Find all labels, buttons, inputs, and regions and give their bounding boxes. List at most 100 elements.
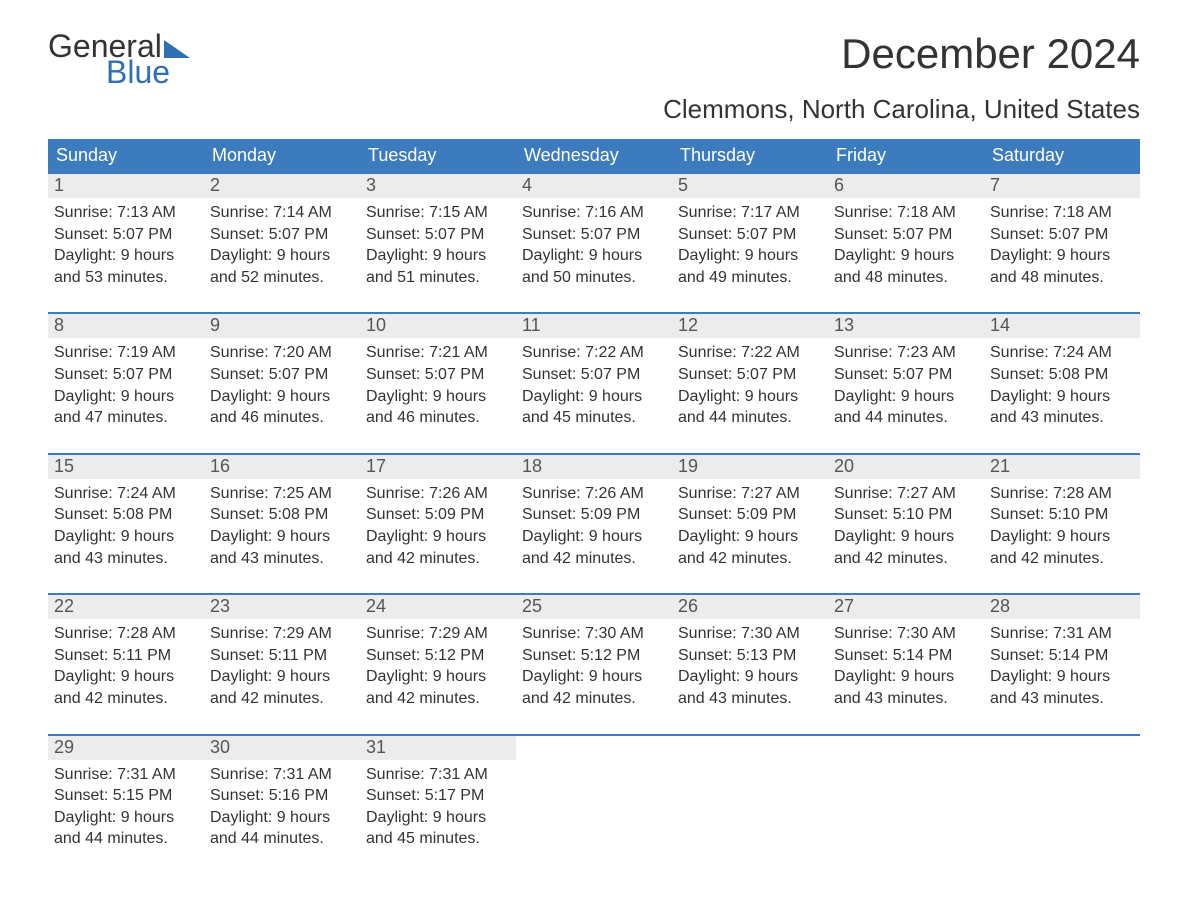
empty-cell	[984, 736, 1140, 850]
day-number: 31	[360, 736, 516, 760]
sunset-line: Sunset: 5:10 PM	[834, 504, 978, 526]
month-title: December 2024	[841, 30, 1140, 78]
day-number: 6	[828, 174, 984, 198]
sunrise-line: Sunrise: 7:19 AM	[54, 342, 198, 364]
sunrise-line: Sunrise: 7:27 AM	[678, 483, 822, 505]
day-body: Sunrise: 7:29 AMSunset: 5:11 PMDaylight:…	[204, 619, 360, 709]
day-cell: 25Sunrise: 7:30 AMSunset: 5:12 PMDayligh…	[516, 595, 672, 709]
sunset-line: Sunset: 5:07 PM	[366, 364, 510, 386]
day-cell: 1Sunrise: 7:13 AMSunset: 5:07 PMDaylight…	[48, 174, 204, 288]
day-cell: 28Sunrise: 7:31 AMSunset: 5:14 PMDayligh…	[984, 595, 1140, 709]
sunset-line: Sunset: 5:12 PM	[366, 645, 510, 667]
sunrise-line: Sunrise: 7:30 AM	[834, 623, 978, 645]
sunrise-line: Sunrise: 7:30 AM	[522, 623, 666, 645]
day-cell: 26Sunrise: 7:30 AMSunset: 5:13 PMDayligh…	[672, 595, 828, 709]
day-cell: 17Sunrise: 7:26 AMSunset: 5:09 PMDayligh…	[360, 455, 516, 569]
sunrise-line: Sunrise: 7:28 AM	[54, 623, 198, 645]
sunrise-line: Sunrise: 7:18 AM	[834, 202, 978, 224]
daylight-line: Daylight: 9 hours and 42 minutes.	[522, 666, 666, 709]
day-cell: 13Sunrise: 7:23 AMSunset: 5:07 PMDayligh…	[828, 314, 984, 428]
day-body: Sunrise: 7:19 AMSunset: 5:07 PMDaylight:…	[48, 338, 204, 428]
sunset-line: Sunset: 5:11 PM	[210, 645, 354, 667]
daylight-line: Daylight: 9 hours and 53 minutes.	[54, 245, 198, 288]
dayheader-cell: Monday	[204, 139, 360, 172]
sunrise-line: Sunrise: 7:23 AM	[834, 342, 978, 364]
day-cell: 27Sunrise: 7:30 AMSunset: 5:14 PMDayligh…	[828, 595, 984, 709]
daylight-line: Daylight: 9 hours and 48 minutes.	[990, 245, 1134, 288]
day-body: Sunrise: 7:31 AMSunset: 5:16 PMDaylight:…	[204, 760, 360, 850]
sunrise-line: Sunrise: 7:15 AM	[366, 202, 510, 224]
empty-cell	[828, 736, 984, 850]
sunrise-line: Sunrise: 7:31 AM	[54, 764, 198, 786]
daylight-line: Daylight: 9 hours and 50 minutes.	[522, 245, 666, 288]
daylight-line: Daylight: 9 hours and 44 minutes.	[678, 386, 822, 429]
day-body: Sunrise: 7:24 AMSunset: 5:08 PMDaylight:…	[984, 338, 1140, 428]
day-number: 24	[360, 595, 516, 619]
week-row: 1Sunrise: 7:13 AMSunset: 5:07 PMDaylight…	[48, 172, 1140, 288]
day-body: Sunrise: 7:22 AMSunset: 5:07 PMDaylight:…	[672, 338, 828, 428]
day-number: 22	[48, 595, 204, 619]
day-number: 25	[516, 595, 672, 619]
sunset-line: Sunset: 5:07 PM	[210, 224, 354, 246]
sunset-line: Sunset: 5:15 PM	[54, 785, 198, 807]
daylight-line: Daylight: 9 hours and 47 minutes.	[54, 386, 198, 429]
week-row: 8Sunrise: 7:19 AMSunset: 5:07 PMDaylight…	[48, 312, 1140, 428]
dayheader-cell: Saturday	[984, 139, 1140, 172]
sunrise-line: Sunrise: 7:18 AM	[990, 202, 1134, 224]
day-body: Sunrise: 7:24 AMSunset: 5:08 PMDaylight:…	[48, 479, 204, 569]
daylight-line: Daylight: 9 hours and 43 minutes.	[990, 386, 1134, 429]
sunrise-line: Sunrise: 7:31 AM	[210, 764, 354, 786]
sunrise-line: Sunrise: 7:13 AM	[54, 202, 198, 224]
daylight-line: Daylight: 9 hours and 45 minutes.	[522, 386, 666, 429]
day-body: Sunrise: 7:20 AMSunset: 5:07 PMDaylight:…	[204, 338, 360, 428]
day-body: Sunrise: 7:18 AMSunset: 5:07 PMDaylight:…	[984, 198, 1140, 288]
title-block: December 2024	[841, 30, 1140, 78]
sunset-line: Sunset: 5:13 PM	[678, 645, 822, 667]
daylight-line: Daylight: 9 hours and 42 minutes.	[990, 526, 1134, 569]
day-cell: 9Sunrise: 7:20 AMSunset: 5:07 PMDaylight…	[204, 314, 360, 428]
day-body: Sunrise: 7:23 AMSunset: 5:07 PMDaylight:…	[828, 338, 984, 428]
day-body: Sunrise: 7:17 AMSunset: 5:07 PMDaylight:…	[672, 198, 828, 288]
daylight-line: Daylight: 9 hours and 43 minutes.	[678, 666, 822, 709]
day-cell: 29Sunrise: 7:31 AMSunset: 5:15 PMDayligh…	[48, 736, 204, 850]
sunrise-line: Sunrise: 7:25 AM	[210, 483, 354, 505]
daylight-line: Daylight: 9 hours and 44 minutes.	[210, 807, 354, 850]
day-body: Sunrise: 7:15 AMSunset: 5:07 PMDaylight:…	[360, 198, 516, 288]
sunrise-line: Sunrise: 7:24 AM	[990, 342, 1134, 364]
day-cell: 5Sunrise: 7:17 AMSunset: 5:07 PMDaylight…	[672, 174, 828, 288]
sunset-line: Sunset: 5:07 PM	[54, 364, 198, 386]
day-cell: 14Sunrise: 7:24 AMSunset: 5:08 PMDayligh…	[984, 314, 1140, 428]
day-number: 16	[204, 455, 360, 479]
day-number: 5	[672, 174, 828, 198]
sunset-line: Sunset: 5:07 PM	[678, 224, 822, 246]
day-body: Sunrise: 7:27 AMSunset: 5:09 PMDaylight:…	[672, 479, 828, 569]
day-number: 2	[204, 174, 360, 198]
sunset-line: Sunset: 5:16 PM	[210, 785, 354, 807]
day-number: 8	[48, 314, 204, 338]
day-number: 21	[984, 455, 1140, 479]
daylight-line: Daylight: 9 hours and 43 minutes.	[54, 526, 198, 569]
sunrise-line: Sunrise: 7:26 AM	[522, 483, 666, 505]
sunrise-line: Sunrise: 7:31 AM	[990, 623, 1134, 645]
sunrise-line: Sunrise: 7:21 AM	[366, 342, 510, 364]
day-body: Sunrise: 7:14 AMSunset: 5:07 PMDaylight:…	[204, 198, 360, 288]
day-body: Sunrise: 7:29 AMSunset: 5:12 PMDaylight:…	[360, 619, 516, 709]
sunset-line: Sunset: 5:07 PM	[366, 224, 510, 246]
dayheader-cell: Sunday	[48, 139, 204, 172]
day-body: Sunrise: 7:13 AMSunset: 5:07 PMDaylight:…	[48, 198, 204, 288]
day-body: Sunrise: 7:18 AMSunset: 5:07 PMDaylight:…	[828, 198, 984, 288]
sunrise-line: Sunrise: 7:16 AM	[522, 202, 666, 224]
header: General Blue December 2024	[48, 30, 1140, 88]
day-cell: 12Sunrise: 7:22 AMSunset: 5:07 PMDayligh…	[672, 314, 828, 428]
daylight-line: Daylight: 9 hours and 43 minutes.	[990, 666, 1134, 709]
empty-cell	[672, 736, 828, 850]
sunset-line: Sunset: 5:07 PM	[990, 224, 1134, 246]
day-number: 20	[828, 455, 984, 479]
day-body: Sunrise: 7:16 AMSunset: 5:07 PMDaylight:…	[516, 198, 672, 288]
day-cell: 24Sunrise: 7:29 AMSunset: 5:12 PMDayligh…	[360, 595, 516, 709]
day-number: 12	[672, 314, 828, 338]
sunrise-line: Sunrise: 7:26 AM	[366, 483, 510, 505]
sunrise-line: Sunrise: 7:14 AM	[210, 202, 354, 224]
day-body: Sunrise: 7:28 AMSunset: 5:10 PMDaylight:…	[984, 479, 1140, 569]
daylight-line: Daylight: 9 hours and 43 minutes.	[834, 666, 978, 709]
